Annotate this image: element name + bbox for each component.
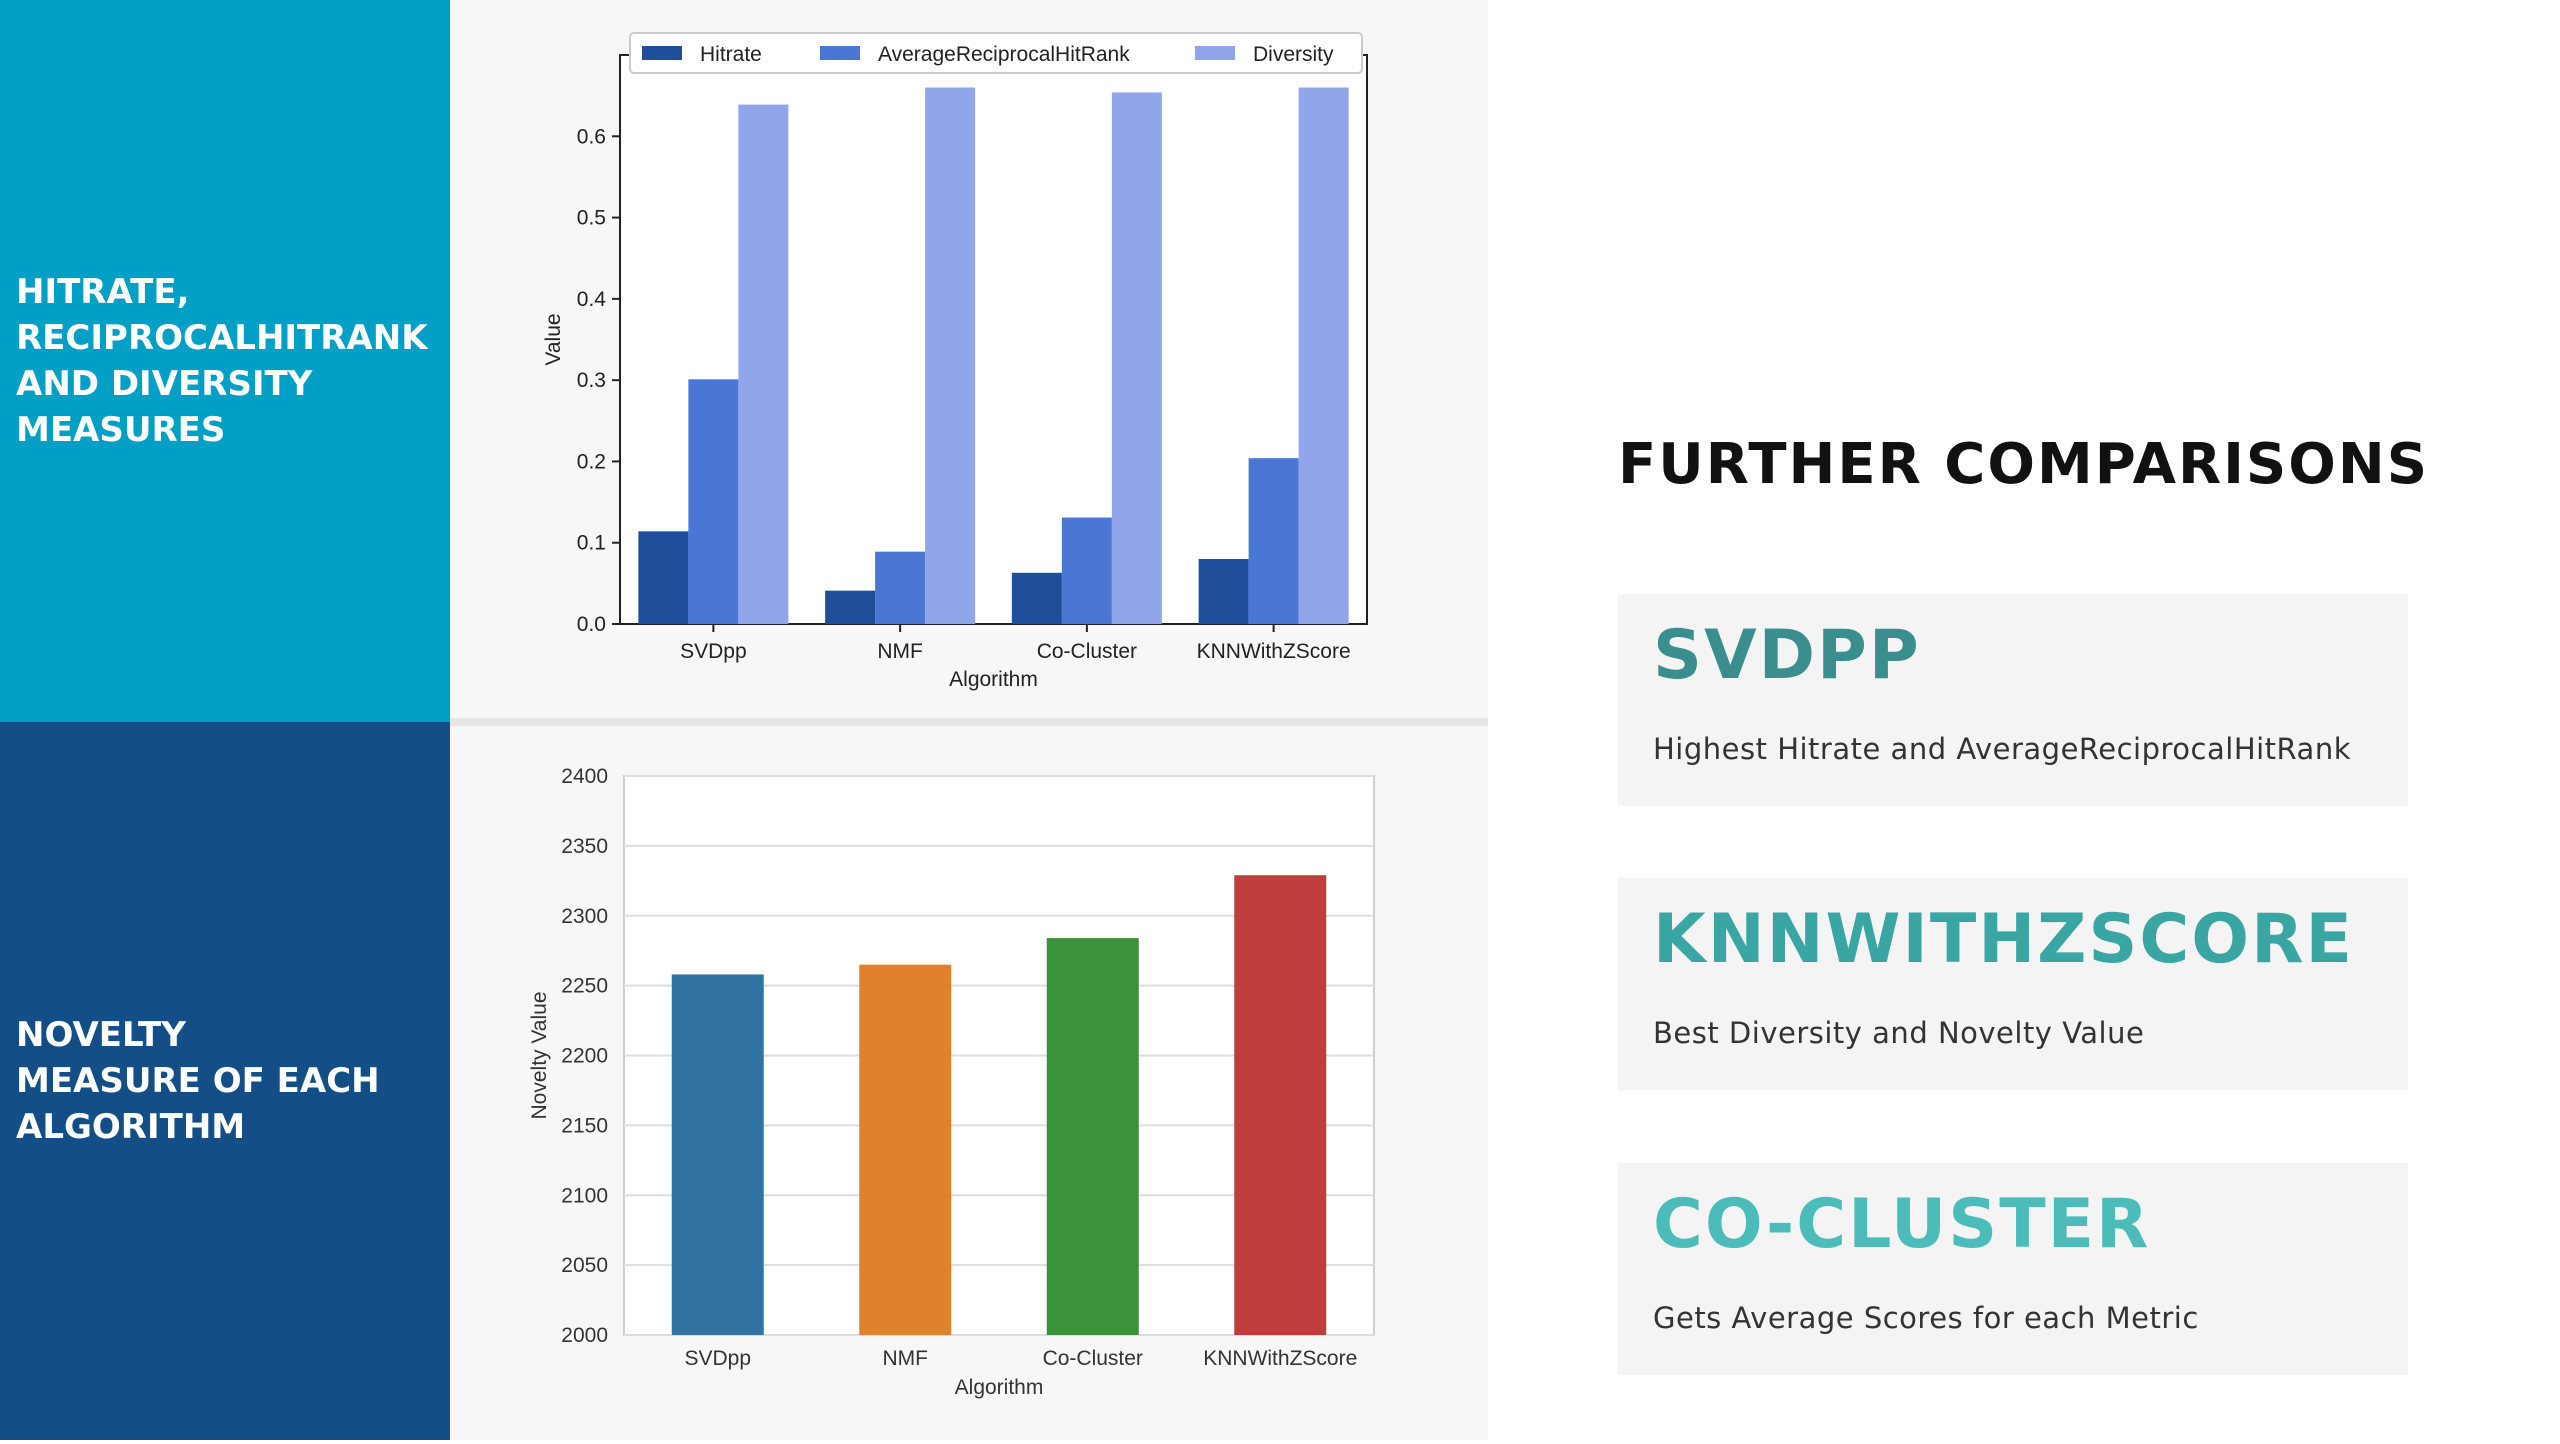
top-title-line: HITRATE,: [16, 272, 190, 312]
y-axis-label: Novelty Value: [528, 991, 551, 1119]
y-tick-label: 0.3: [577, 369, 606, 392]
legend-box: [629, 32, 1363, 74]
legend-label: Diversity: [1253, 43, 1334, 66]
bottom-title-line: ALGORITHM: [16, 1107, 246, 1147]
card-description: Best Diversity and Novelty Value: [1653, 1016, 2145, 1050]
y-tick-label: 0.0: [577, 613, 606, 636]
card-title: SVDPP: [1653, 616, 1921, 695]
bar-diversity: [1298, 87, 1349, 624]
chart-divider: [450, 718, 1488, 726]
bar-diversity: [925, 87, 976, 624]
legend-label: Hitrate: [700, 43, 762, 66]
y-tick-label: 0.5: [577, 207, 606, 230]
x-tick-label: SVDpp: [680, 640, 747, 663]
bar-hitrate: [825, 590, 876, 624]
y-axis-label: Value: [542, 313, 565, 365]
novelty-chart-panel: 2000 2050 2100 2150 2200 2250 2300 2350 2400 SVDp…: [450, 726, 1488, 1440]
y-tick-label: 2250: [561, 975, 608, 998]
y-tick-label: 2300: [561, 905, 608, 928]
svdpp-card: SVDPP Highest Hitrate and AverageRecipro…: [1618, 594, 2408, 806]
card-description: Gets Average Scores for each Metric: [1653, 1301, 2199, 1335]
metrics-bar-chart: 0.0 0.1 0.2 0.3 0.4 0.5 0.6 SVDpp NMF Co-Cluster K…: [542, 32, 1368, 691]
co-cluster-card: CO-CLUSTER Gets Average Scores for each …: [1618, 1163, 2408, 1375]
x-tick-label: Co-Cluster: [1043, 1347, 1143, 1370]
y-tick-label: 2150: [561, 1114, 608, 1137]
y-tick-label: 2350: [561, 835, 608, 858]
y-tick-label: 0.2: [577, 450, 606, 473]
bar-knnwithzscore: [1234, 875, 1327, 1335]
comparisons-section: FURTHER COMPARISONS SVDPP Highest Hitrat…: [1488, 0, 2560, 1440]
bar-diversity: [1111, 92, 1162, 625]
bar-svdpp: [671, 974, 764, 1335]
y-tick-label: 0.1: [577, 532, 606, 555]
x-tick-label: NMF: [883, 1347, 929, 1370]
knnwithzscore-card: KNNWITHZSCORE Best Diversity and Novelty…: [1618, 878, 2408, 1090]
y-tick-label: 2000: [561, 1324, 608, 1347]
legend-swatch: [642, 46, 682, 60]
x-tick-label: KNNWithZScore: [1197, 640, 1351, 663]
y-tick-label: 2400: [561, 765, 608, 788]
bottom-section-title: NOVELTY MEASURE OF EACH ALGORITHM: [16, 1012, 380, 1150]
bottom-title-line: NOVELTY: [16, 1015, 186, 1055]
top-title-line: AND DIVERSITY: [16, 364, 313, 404]
legend-swatch: [1195, 46, 1235, 60]
card-description: Highest Hitrate and AverageReciprocalHit…: [1653, 732, 2352, 766]
bar-hitrate: [1198, 558, 1249, 624]
x-axis-label: Algorithm: [949, 668, 1038, 691]
top-section-panel: HITRATE, RECIPROCALHITRANK AND DIVERSITY…: [0, 0, 450, 722]
y-tick-label: 2200: [561, 1045, 608, 1068]
x-tick-label: SVDpp: [684, 1347, 751, 1370]
y-tick-label: 0.4: [577, 288, 607, 311]
metrics-chart-panel: 0.0 0.1 0.2 0.3 0.4 0.5 0.6 SVDpp NMF Co-Cluster K…: [450, 0, 1488, 718]
x-tick-label: KNNWithZScore: [1203, 1347, 1357, 1370]
bottom-section-panel: NOVELTY MEASURE OF EACH ALGORITHM: [0, 722, 450, 1440]
bar-diversity: [738, 104, 789, 624]
bottom-title-line: MEASURE OF EACH: [16, 1061, 380, 1101]
x-tick-label: Co-Cluster: [1037, 640, 1137, 663]
legend-label: AverageReciprocalHitRank: [878, 43, 1130, 66]
bar-hitrate: [638, 531, 689, 624]
bar-nmf: [859, 964, 952, 1335]
legend-swatch: [820, 46, 860, 60]
bar-averagereciprocalhitrank: [875, 551, 926, 624]
top-title-line: MEASURES: [16, 410, 226, 450]
card-title: CO-CLUSTER: [1653, 1185, 2151, 1264]
bar-averagereciprocalhitrank: [1061, 517, 1112, 624]
y-tick-label: 2050: [561, 1254, 608, 1277]
bar-averagereciprocalhitrank: [688, 379, 739, 624]
y-tick-label: 2100: [561, 1184, 608, 1207]
y-tick-label: 0.6: [577, 125, 606, 148]
novelty-bar-chart: 2000 2050 2100 2150 2200 2250 2300 2350 2400 SVDp…: [528, 765, 1375, 1399]
top-section-title: HITRATE, RECIPROCALHITRANK AND DIVERSITY…: [16, 269, 428, 453]
bar-averagereciprocalhitrank: [1248, 458, 1299, 624]
x-axis-label: Algorithm: [955, 1376, 1044, 1399]
further-comparisons-heading: FURTHER COMPARISONS: [1618, 432, 2430, 497]
top-title-line: RECIPROCALHITRANK: [16, 318, 428, 358]
card-title: KNNWITHZSCORE: [1653, 900, 2354, 979]
bar-co-cluster: [1046, 938, 1139, 1335]
x-tick-label: NMF: [877, 640, 923, 663]
bar-hitrate: [1011, 572, 1062, 624]
